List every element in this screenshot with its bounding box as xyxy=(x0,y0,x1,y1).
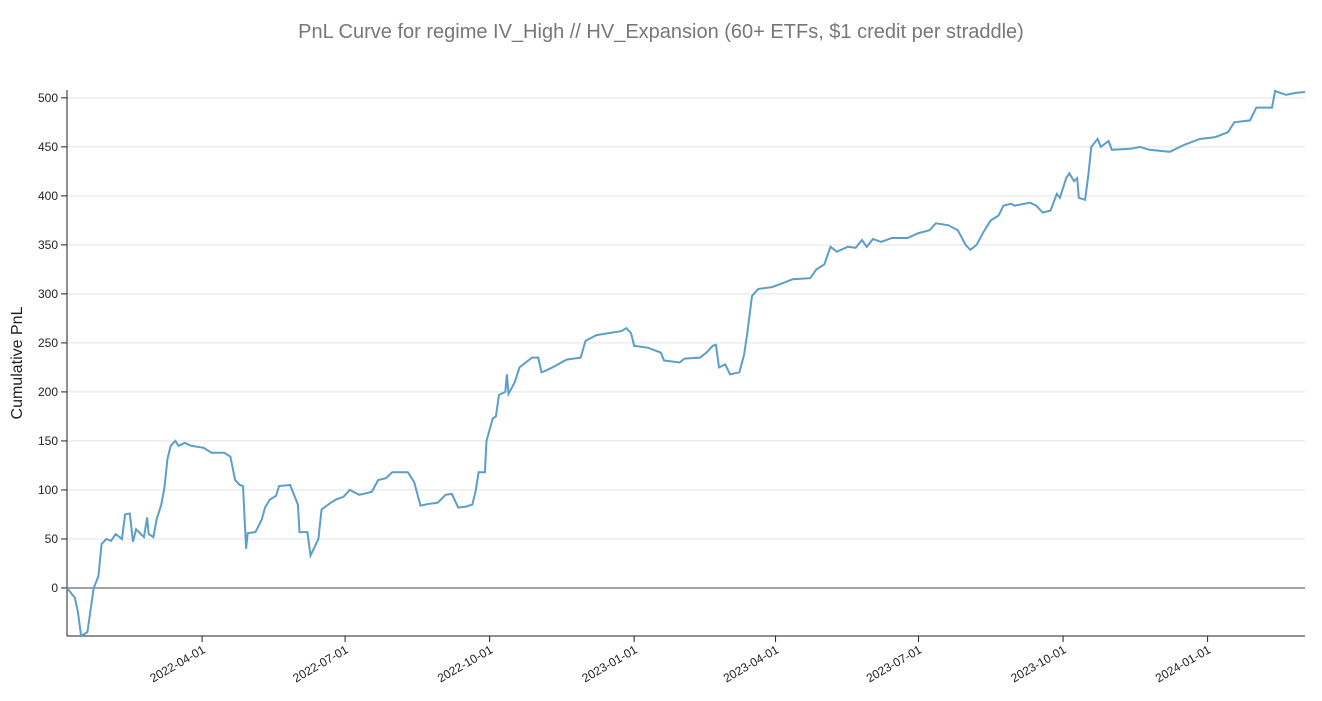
x-tick-label: 2022-10-01 xyxy=(435,642,495,685)
y-tick-label: 0 xyxy=(51,581,58,595)
y-tick-label: 500 xyxy=(38,91,58,105)
x-tick-label: 2022-07-01 xyxy=(290,642,350,685)
y-tick-label: 150 xyxy=(38,434,58,448)
y-axis-label: Cumulative PnL xyxy=(9,306,26,419)
x-tick-label: 2023-01-01 xyxy=(579,642,639,685)
y-tick-label: 100 xyxy=(38,483,58,497)
chart-title: PnL Curve for regime IV_High // HV_Expan… xyxy=(298,21,1024,43)
y-tick-label: 450 xyxy=(38,140,58,154)
x-tick-label: 2023-07-01 xyxy=(864,642,924,685)
pnl-line xyxy=(66,89,1306,638)
y-tick-label: 200 xyxy=(38,385,58,399)
x-tick-label: 2024-01-01 xyxy=(1153,642,1213,685)
x-tick-label: 2022-04-01 xyxy=(147,642,207,685)
y-tick-label: 250 xyxy=(38,336,58,350)
y-tick-label: 300 xyxy=(38,287,58,301)
x-tick-label: 2023-04-01 xyxy=(721,642,781,685)
y-tick-label: 350 xyxy=(38,238,58,252)
y-tick-label: 400 xyxy=(38,189,58,203)
x-tick-label: 2023-10-01 xyxy=(1008,642,1068,685)
y-tick-label: 50 xyxy=(45,532,59,546)
